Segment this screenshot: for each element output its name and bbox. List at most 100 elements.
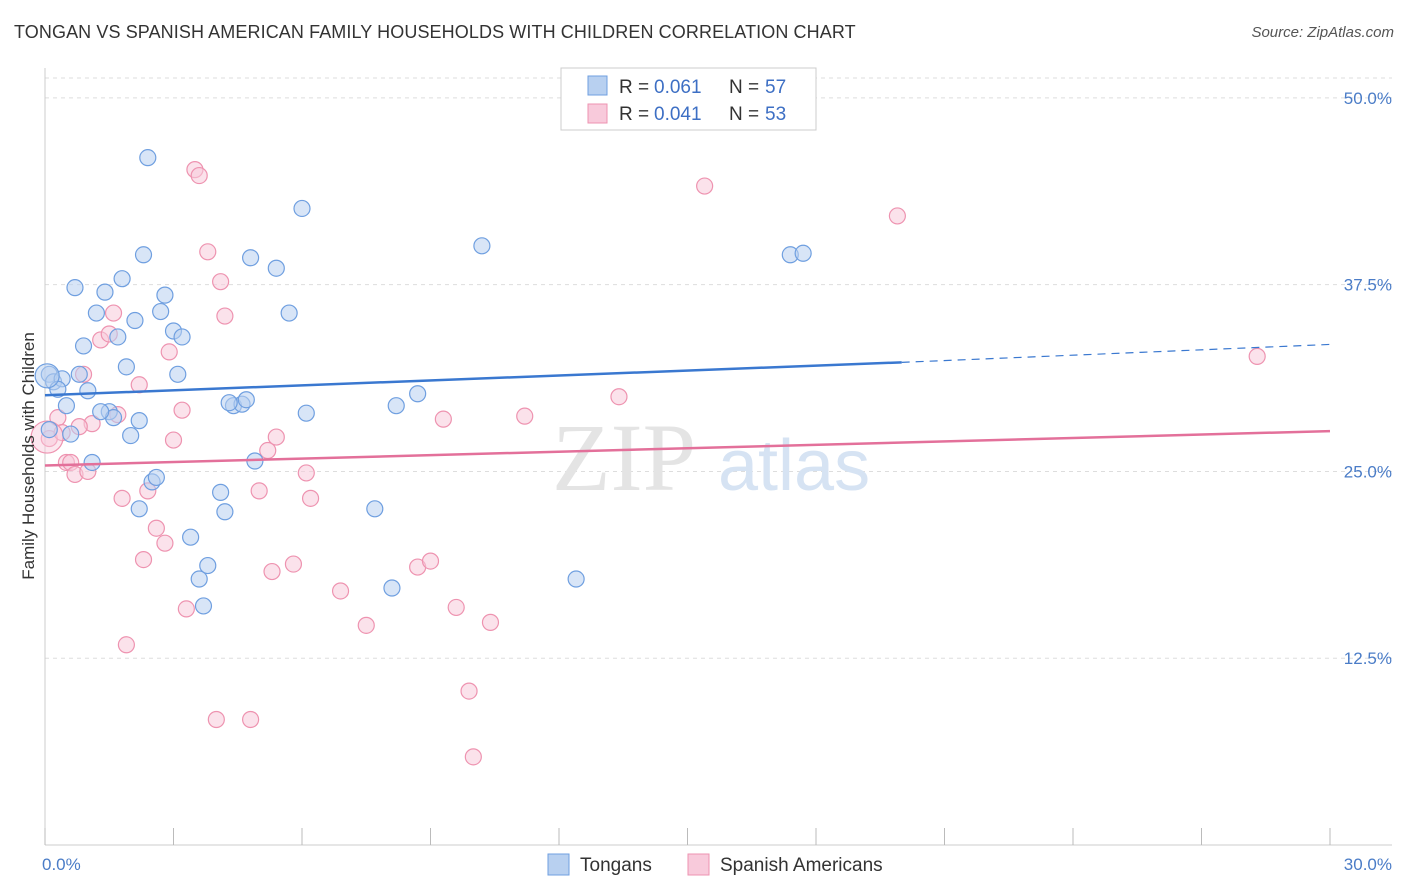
x-ticks: [44, 828, 1331, 845]
y-tick-label: 37.5%: [1344, 276, 1392, 295]
tongan-point: [74, 337, 93, 355]
spanish-point: [156, 534, 174, 552]
spanish-point: [207, 710, 225, 729]
legend-r-value-spanish: 0.041: [654, 104, 702, 125]
legend-r-value-tongans: 0.061: [654, 77, 702, 98]
tongan-point: [62, 425, 80, 443]
tongan-point: [190, 570, 208, 588]
legend-n-label-spanish: N =: [729, 104, 759, 125]
tongan-point: [126, 311, 144, 330]
chart-title: TONGAN VS SPANISH AMERICAN FAMILY HOUSEH…: [14, 22, 856, 42]
tongan-point: [40, 421, 58, 439]
trend-line-tongans-extension: [901, 343, 1331, 363]
spanish-point: [263, 562, 281, 581]
tongan-point: [212, 483, 230, 501]
spanish-point: [516, 407, 534, 425]
bottom-legend-swatch-spanish: [687, 853, 710, 876]
spanish-point: [434, 410, 452, 428]
tongan-point: [794, 244, 812, 262]
tongan-point: [87, 304, 106, 322]
spanish-point: [301, 489, 320, 507]
series-tongans: [34, 149, 812, 615]
tongan-point: [130, 500, 148, 518]
spanish-point: [212, 273, 230, 291]
y-tick-label: 50.0%: [1344, 89, 1392, 108]
tongan-point: [96, 283, 114, 301]
spanish-point: [447, 598, 465, 617]
spanish-point: [610, 388, 628, 406]
tongan-point: [70, 365, 88, 383]
axes: [44, 68, 1392, 846]
spanish-point: [284, 555, 303, 573]
tongan-point: [139, 149, 157, 167]
spanish-point: [199, 243, 217, 261]
spanish-point: [460, 682, 478, 700]
spanish-point: [464, 748, 482, 766]
tongan-point: [267, 259, 285, 277]
tongan-point: [383, 579, 401, 597]
bottom-legend-swatch-tongans: [547, 853, 570, 876]
y-tick-label: 25.0%: [1344, 462, 1392, 481]
grid-lines: [45, 77, 1392, 659]
spanish-point: [1248, 347, 1266, 365]
tongan-point: [130, 412, 148, 430]
spanish-point: [481, 613, 500, 631]
legend-n-label-tongans: N =: [729, 77, 759, 98]
spanish-point: [297, 464, 315, 482]
bottom-legend-label-tongans: Tongans: [580, 855, 652, 876]
spanish-point: [216, 307, 234, 325]
spanish-point: [147, 519, 165, 537]
tongan-point: [387, 397, 405, 415]
tongan-point: [66, 279, 84, 297]
spanish-point: [250, 482, 268, 500]
spanish-point: [160, 343, 178, 361]
spanish-point: [117, 636, 135, 654]
tongan-point: [242, 249, 260, 267]
spanish-point: [173, 401, 191, 419]
spanish-point: [242, 710, 260, 729]
tongan-point: [237, 391, 255, 409]
tongan-point: [113, 270, 131, 288]
spanish-point: [190, 166, 208, 185]
tongan-point: [83, 453, 101, 472]
tongan-point: [109, 328, 127, 346]
legend-swatch-spanish: [587, 103, 608, 124]
tongan-point: [409, 385, 427, 403]
spanish-point: [357, 616, 375, 634]
spanish-point: [177, 600, 195, 618]
tongan-point: [173, 328, 191, 346]
tongan-point: [92, 403, 110, 421]
tongan-point: [293, 199, 311, 218]
trend-line-spanish: [44, 429, 1331, 467]
tongan-point: [567, 570, 585, 588]
y-tick-label: 12.5%: [1344, 649, 1392, 668]
tongan-point: [147, 468, 165, 487]
tongan-point: [194, 597, 213, 615]
tongan-point: [134, 246, 153, 264]
tongan-point: [117, 358, 135, 376]
bottom-legend-label-spanish: Spanish Americans: [720, 855, 883, 876]
tongan-point: [216, 503, 234, 521]
tongan-point: [57, 397, 76, 415]
legend: R = 0.061 N = 57 R = 0.041 N = 53: [560, 67, 817, 131]
trend-line-tongans: [44, 361, 902, 397]
spanish-point: [113, 489, 131, 507]
tongan-point: [199, 556, 217, 575]
spanish-point: [888, 207, 906, 225]
watermark: ZIP atlas: [552, 404, 870, 511]
x-tick-labels: 0.0% 30.0%: [42, 855, 1392, 874]
tongan-point: [122, 426, 140, 445]
tongan-point: [366, 500, 384, 518]
watermark-atlas: atlas: [718, 426, 870, 506]
x-tick-label: 30.0%: [1344, 855, 1392, 874]
spanish-point: [164, 431, 183, 449]
watermark-zip: ZIP: [552, 404, 696, 511]
tongan-point: [152, 302, 170, 321]
spanish-point: [421, 552, 440, 570]
tongan-point: [79, 382, 97, 400]
spanish-point: [696, 177, 714, 195]
spanish-point: [134, 551, 153, 569]
tongan-point: [182, 528, 200, 546]
y-axis-label: Family Households with Children: [19, 332, 38, 580]
